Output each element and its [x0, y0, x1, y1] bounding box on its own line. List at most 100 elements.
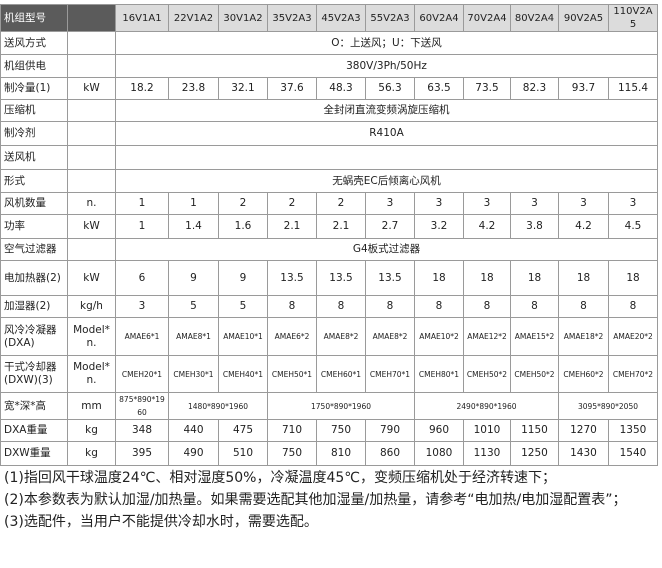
value-cell: 1130 [463, 441, 511, 466]
row-unit: kg [67, 441, 116, 466]
value-cell: 475 [218, 419, 268, 442]
row-unit: Model*n. [67, 317, 116, 356]
value-cell: 8 [608, 295, 658, 318]
spec-row: 形式 无蜗壳EC后倾离心风机 [0, 169, 658, 193]
value-cell: 8 [463, 295, 511, 318]
spec-row: 送风机 [0, 145, 658, 170]
value-cell: 5 [168, 295, 219, 318]
value-cell: 8 [558, 295, 609, 318]
row-label: DXW重量 [0, 441, 68, 466]
value-cell: 1.6 [218, 214, 268, 239]
value-cell: 1350 [608, 419, 658, 442]
value-cell: 23.8 [168, 77, 219, 100]
row-label: 宽*深*高 [0, 392, 68, 420]
row-unit: n. [67, 192, 116, 215]
row-unit: kW [67, 260, 116, 296]
spec-row: 空气过滤器 G4板式过滤器 [0, 238, 658, 261]
value-cell: 960 [414, 419, 464, 442]
model-header: 30V1A2 [218, 4, 268, 32]
value-cell: 810 [316, 441, 366, 466]
value-cell: AMAE20*2 [608, 317, 658, 356]
value-cell: 56.3 [365, 77, 415, 100]
row-label: 风冷冷凝器(DXA) [0, 317, 68, 356]
value-cell: 2 [267, 192, 317, 215]
row-label: 送风方式 [0, 31, 68, 55]
value-cell: 3.2 [414, 214, 464, 239]
row-label: 压缩机 [0, 99, 68, 122]
value-cell: 1 [115, 192, 169, 215]
row-unit: mm [67, 392, 116, 420]
row-unit [67, 54, 116, 78]
model-header: 55V2A3 [365, 4, 415, 32]
row-unit [67, 99, 116, 122]
row-unit: kg [67, 419, 116, 442]
spec-row: 送风方式 O：上送风；U：下送风 [0, 31, 658, 55]
value-cell: 1750*890*1960 [267, 392, 415, 420]
value-cell: AMAE10*2 [414, 317, 464, 356]
value-cell: AMAE8*1 [168, 317, 219, 356]
spec-row: 制冷剂 R410A [0, 121, 658, 146]
model-header: 22V1A2 [168, 4, 219, 32]
row-label: 形式 [0, 169, 68, 193]
value-cell: 490 [168, 441, 219, 466]
spec-row: 风机数量 n. 1 1 2 2 2 3 3 3 3 3 3 [0, 192, 658, 215]
value-cell: 8 [316, 295, 366, 318]
value-cell: 8 [414, 295, 464, 318]
row-unit: Model*n. [67, 355, 116, 393]
spec-row: 功率 kW 1 1.4 1.6 2.1 2.1 2.7 3.2 4.2 3.8 4.2 4.5 [0, 214, 658, 239]
value-cell: 1430 [558, 441, 609, 466]
value-cell: 395 [115, 441, 169, 466]
row-label: 制冷量(1) [0, 77, 68, 100]
row-unit [67, 238, 116, 261]
value-cell: CMEH50*1 [267, 355, 317, 393]
value-cell: 93.7 [558, 77, 609, 100]
value-cell: 32.1 [218, 77, 268, 100]
spec-row: DXW重量 kg 395 490 510 750 810 860 1080 1130 1250 143… [0, 441, 658, 466]
value-cell: R410A [115, 121, 658, 146]
spec-row: 机组供电 380V/3Ph/50Hz [0, 54, 658, 78]
value-cell: 9 [168, 260, 219, 296]
value-cell: 3 [115, 295, 169, 318]
value-cell: AMAE6*1 [115, 317, 169, 356]
value-cell: 18 [510, 260, 559, 296]
value-cell: 440 [168, 419, 219, 442]
header-row: 机组型号 16V1A1 22V1A2 30V1A2 35V2A3 45V2A3 55V2A3… [0, 4, 658, 32]
value-cell: 73.5 [463, 77, 511, 100]
value-cell: 2 [316, 192, 366, 215]
row-label: 制冷剂 [0, 121, 68, 146]
value-cell: 3095*890*2050 [558, 392, 658, 420]
value-cell: 750 [316, 419, 366, 442]
value-cell: 18 [608, 260, 658, 296]
value-cell: AMAE6*2 [267, 317, 317, 356]
value-cell: CMEH80*1 [414, 355, 464, 393]
row-label: 加湿器(2) [0, 295, 68, 318]
row-label: 功率 [0, 214, 68, 239]
model-header: 60V2A4 [414, 4, 464, 32]
value-cell: 710 [267, 419, 317, 442]
value-cell: 2.1 [267, 214, 317, 239]
spec-row: 宽*深*高 mm 875*890*1960 1480*890*1960 1750*890… [0, 392, 658, 420]
value-cell: AMAE10*1 [218, 317, 268, 356]
value-cell: 1 [168, 192, 219, 215]
value-cell: 1 [115, 214, 169, 239]
value-cell: 1150 [510, 419, 559, 442]
spec-row: 电加热器(2) kW 6 9 9 13.5 13.5 13.5 18 18 18 18 18 [0, 260, 658, 296]
spec-table: 机组型号 16V1A1 22V1A2 30V1A2 35V2A3 45V2A3 55V2A3… [0, 4, 658, 466]
value-cell: 3 [558, 192, 609, 215]
model-header: 16V1A1 [115, 4, 169, 32]
row-label: 送风机 [0, 145, 68, 170]
value-cell: CMEH50*2 [510, 355, 559, 393]
header-unit [67, 4, 116, 32]
value-cell: 380V/3Ph/50Hz [115, 54, 658, 78]
value-cell: 348 [115, 419, 169, 442]
value-cell: 4.2 [463, 214, 511, 239]
value-cell: O：上送风；U：下送风 [115, 31, 658, 55]
value-cell: 2.7 [365, 214, 415, 239]
spec-row: 风冷冷凝器(DXA) Model*n. AMAE6*1 AMAE8*1 AMAE10*1… [0, 317, 658, 356]
value-cell: 860 [365, 441, 415, 466]
value-cell: 82.3 [510, 77, 559, 100]
model-header: 45V2A3 [316, 4, 366, 32]
spec-row: 制冷量(1) kW 18.2 23.8 32.1 37.6 48.3 56.3 63.5 73.5… [0, 77, 658, 100]
value-cell: 790 [365, 419, 415, 442]
